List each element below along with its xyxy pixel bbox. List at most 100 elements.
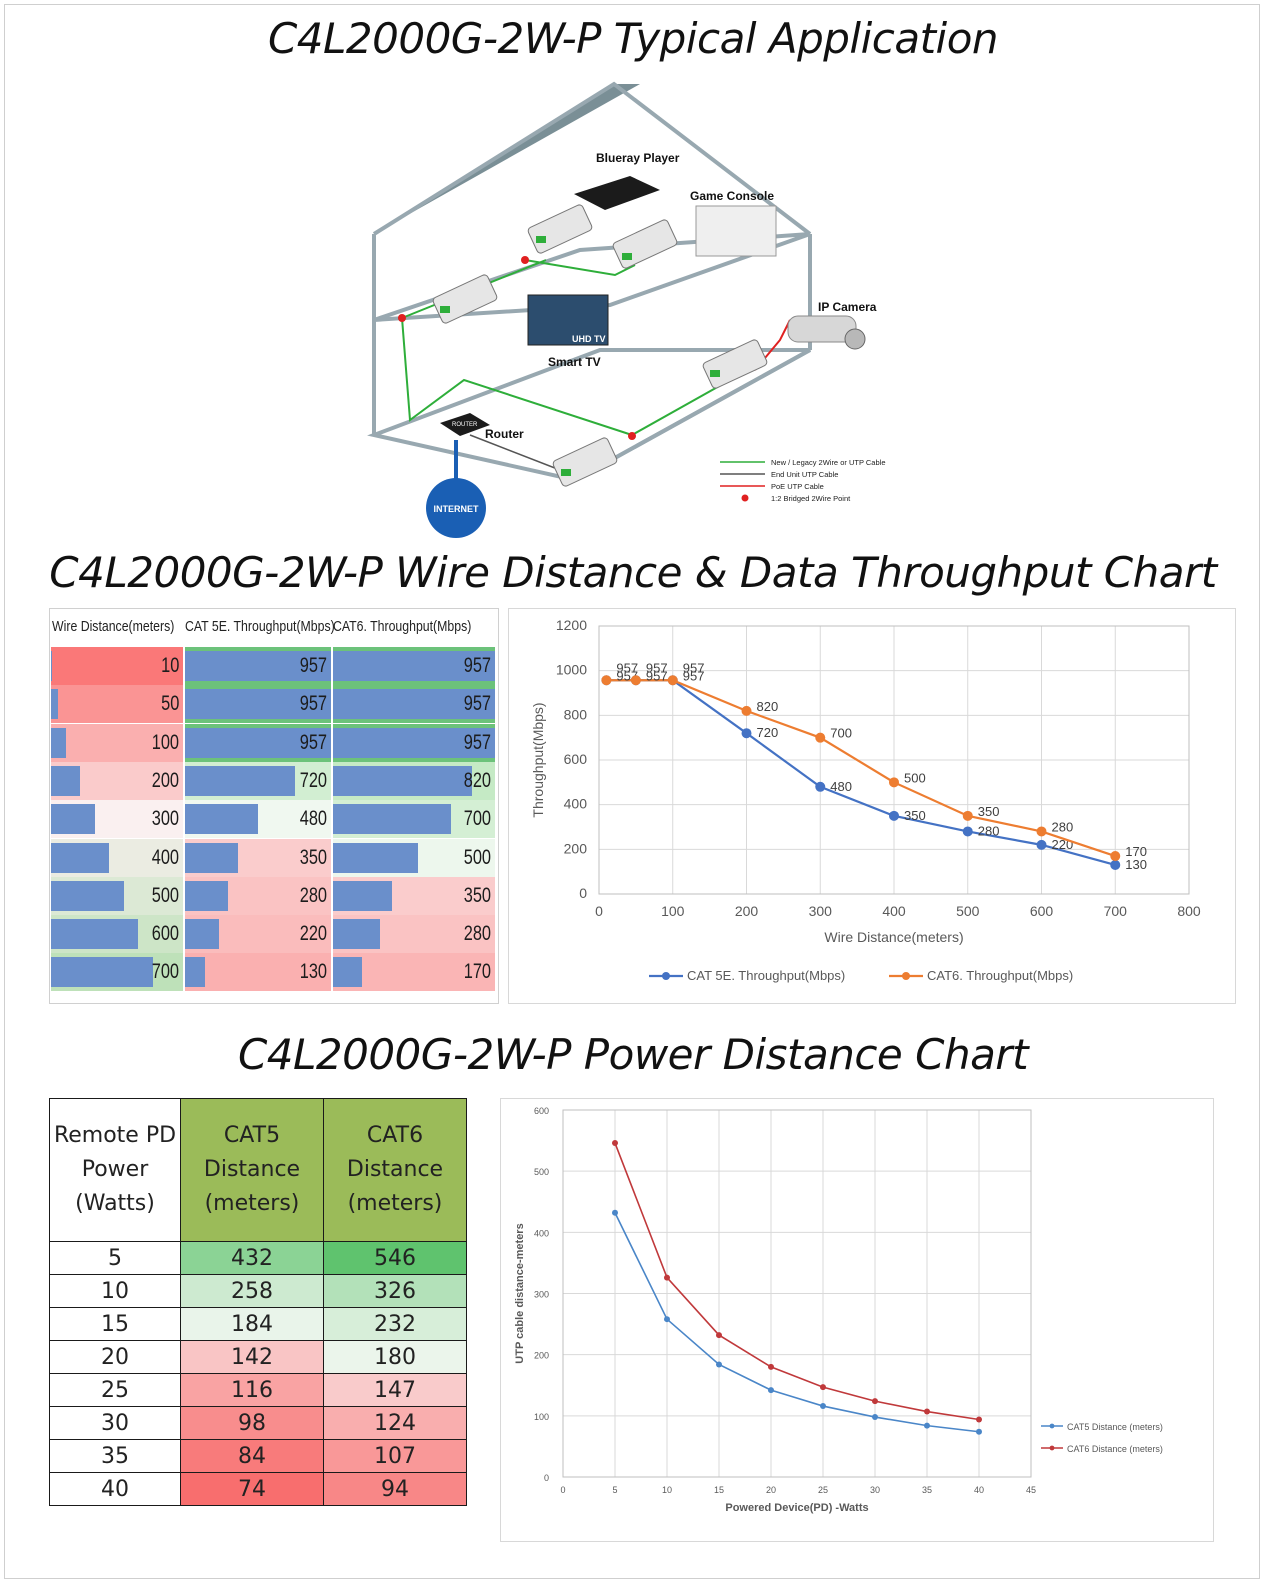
data-label: 280 [1052, 819, 1074, 834]
x-tick-label: 30 [870, 1485, 880, 1495]
throughput-cell: 720 [185, 761, 331, 800]
power-cell-cat6: 180 [323, 1340, 467, 1374]
throughput-databar [333, 651, 495, 681]
data-point [872, 1398, 878, 1405]
title-typical-application: C4L2000G-2W-P Typical Application [267, 14, 999, 63]
power-cell-cat5: 84 [180, 1439, 324, 1473]
data-label: 957 [616, 660, 638, 675]
header-cat6: CAT6. Throughput(Mbps) [333, 618, 472, 635]
throughput-value: 600 [151, 922, 179, 946]
throughput-cell: 957 [333, 647, 495, 685]
throughput-databar [185, 880, 228, 911]
throughput-cell: 600 [51, 915, 183, 954]
throughput-databar [51, 651, 53, 681]
header-cat6-distance: CAT6 Distance (meters) [323, 1098, 467, 1242]
throughput-cell: 820 [333, 761, 495, 800]
x-tick-label: 10 [662, 1485, 672, 1495]
x-axis-label: Wire Distance(meters) [824, 929, 963, 945]
data-label: 720 [757, 725, 779, 740]
series-line [606, 679, 1116, 867]
data-point [872, 1414, 878, 1421]
power-chart-box: 0 5 10 15 20 25 30 35 40 45 0 100 200 300 400 500 600 Pow… [500, 1098, 1214, 1542]
tv-icon [527, 294, 609, 346]
y-tick-label: 200 [534, 1351, 549, 1361]
throughput-value: 350 [463, 883, 491, 907]
title-power-chart: C4L2000G-2W-P Power Distance Chart [237, 1030, 1029, 1079]
power-cell-cat5: 116 [180, 1373, 324, 1407]
power-table-body: 5 432 546 10 258 326 15 184 232 20 142 180 25 116 147 3… [49, 1241, 467, 1506]
data-point [820, 1384, 826, 1391]
power-table: Remote PD Power (Watts) CAT5 Distance (m… [49, 1098, 467, 1506]
y-axis-label: UTP cable distance-meters [514, 1223, 526, 1363]
throughput-value: 280 [463, 922, 491, 946]
throughput-databar [51, 957, 153, 988]
data-point [962, 826, 973, 837]
throughput-value: 130 [299, 960, 327, 984]
internet-icon [426, 478, 486, 538]
legend-label: CAT 5E. Throughput(Mbps) [687, 968, 845, 983]
throughput-databar [51, 804, 95, 835]
data-point [630, 675, 641, 686]
x-axis-label: Powered Device(PD) -Watts [725, 1502, 868, 1514]
power-cell-watts: 20 [49, 1340, 181, 1374]
throughput-value: 280 [299, 883, 327, 907]
plot-area [598, 625, 1190, 895]
power-cell-cat5: 184 [180, 1307, 324, 1341]
throughput-cell: 280 [333, 915, 495, 954]
throughput-value: 10 [160, 654, 179, 677]
page-border [4, 4, 1260, 1579]
throughput-cell: 130 [185, 953, 331, 992]
y-tick-label: 400 [564, 796, 588, 812]
throughput-value: 200 [151, 768, 179, 792]
header-cat5-text: CAT5 Distance (meters) [203, 1123, 301, 1216]
data-label: 700 [830, 726, 852, 741]
power-table-row: 5 432 546 [49, 1241, 467, 1275]
y-tick-label: 0 [544, 1473, 549, 1483]
label-router-box: ROUTER [452, 422, 478, 428]
diagram-legend-label: PoE UTP Cable [771, 482, 824, 491]
throughput-value: 50 [160, 692, 179, 716]
power-cell-watts: 30 [49, 1406, 181, 1440]
data-point [1036, 839, 1047, 850]
router-icon [440, 413, 490, 436]
throughput-databar [333, 880, 393, 911]
data-point [889, 777, 899, 788]
power-cell-cat6: 124 [323, 1406, 467, 1440]
data-label: 957 [683, 660, 705, 675]
data-label: 170 [1125, 844, 1147, 859]
y-tick-label: 600 [564, 751, 588, 767]
throughput-databar [185, 804, 259, 835]
power-cell-watts: 15 [49, 1307, 181, 1341]
data-label: 957 [646, 668, 668, 683]
throughput-databar [51, 765, 81, 796]
power-cell-cat6: 232 [323, 1307, 467, 1341]
power-table-row: 10 258 326 [49, 1274, 467, 1308]
power-cell-cat6: 326 [323, 1274, 467, 1308]
plot-area [562, 1109, 1032, 1478]
throughput-databar [51, 919, 139, 950]
y-tick-label: 0 [579, 885, 587, 901]
header-cat5e: CAT 5E. Throughput(Mbps) [185, 618, 335, 635]
x-tick-label: 500 [956, 903, 980, 919]
throughput-databar [51, 880, 124, 911]
legend-label: CAT5 Distance (meters) [1067, 1422, 1163, 1432]
power-cell-cat6: 107 [323, 1439, 467, 1473]
power-cell-cat5: 142 [180, 1340, 324, 1374]
throughput-value: 500 [151, 883, 179, 907]
header-wire-distance: Wire Distance(meters) [52, 618, 175, 635]
diagram-legend: New / Legacy 2Wire or UTP Cable End Unit … [720, 458, 886, 503]
power-table-row: 25 116 147 [49, 1373, 467, 1407]
x-tick-label: 0 [560, 1485, 565, 1495]
data-point [612, 1209, 618, 1216]
x-tick-label: 600 [1030, 903, 1054, 919]
power-chart: 0 5 10 15 20 25 30 35 40 45 0 100 200 300 400 500 600 Pow… [514, 1106, 1163, 1514]
throughput-cell: 350 [333, 876, 495, 915]
data-label: 500 [904, 770, 926, 785]
diagram-legend-label: 1:2 Bridged 2Wire Point [771, 494, 851, 503]
throughput-value: 300 [151, 807, 179, 831]
data-point [820, 1403, 826, 1410]
label-game-console: Game Console [690, 189, 774, 203]
throughput-databar [51, 727, 66, 758]
throughput-cell: 480 [185, 800, 331, 839]
data-point [716, 1361, 722, 1368]
